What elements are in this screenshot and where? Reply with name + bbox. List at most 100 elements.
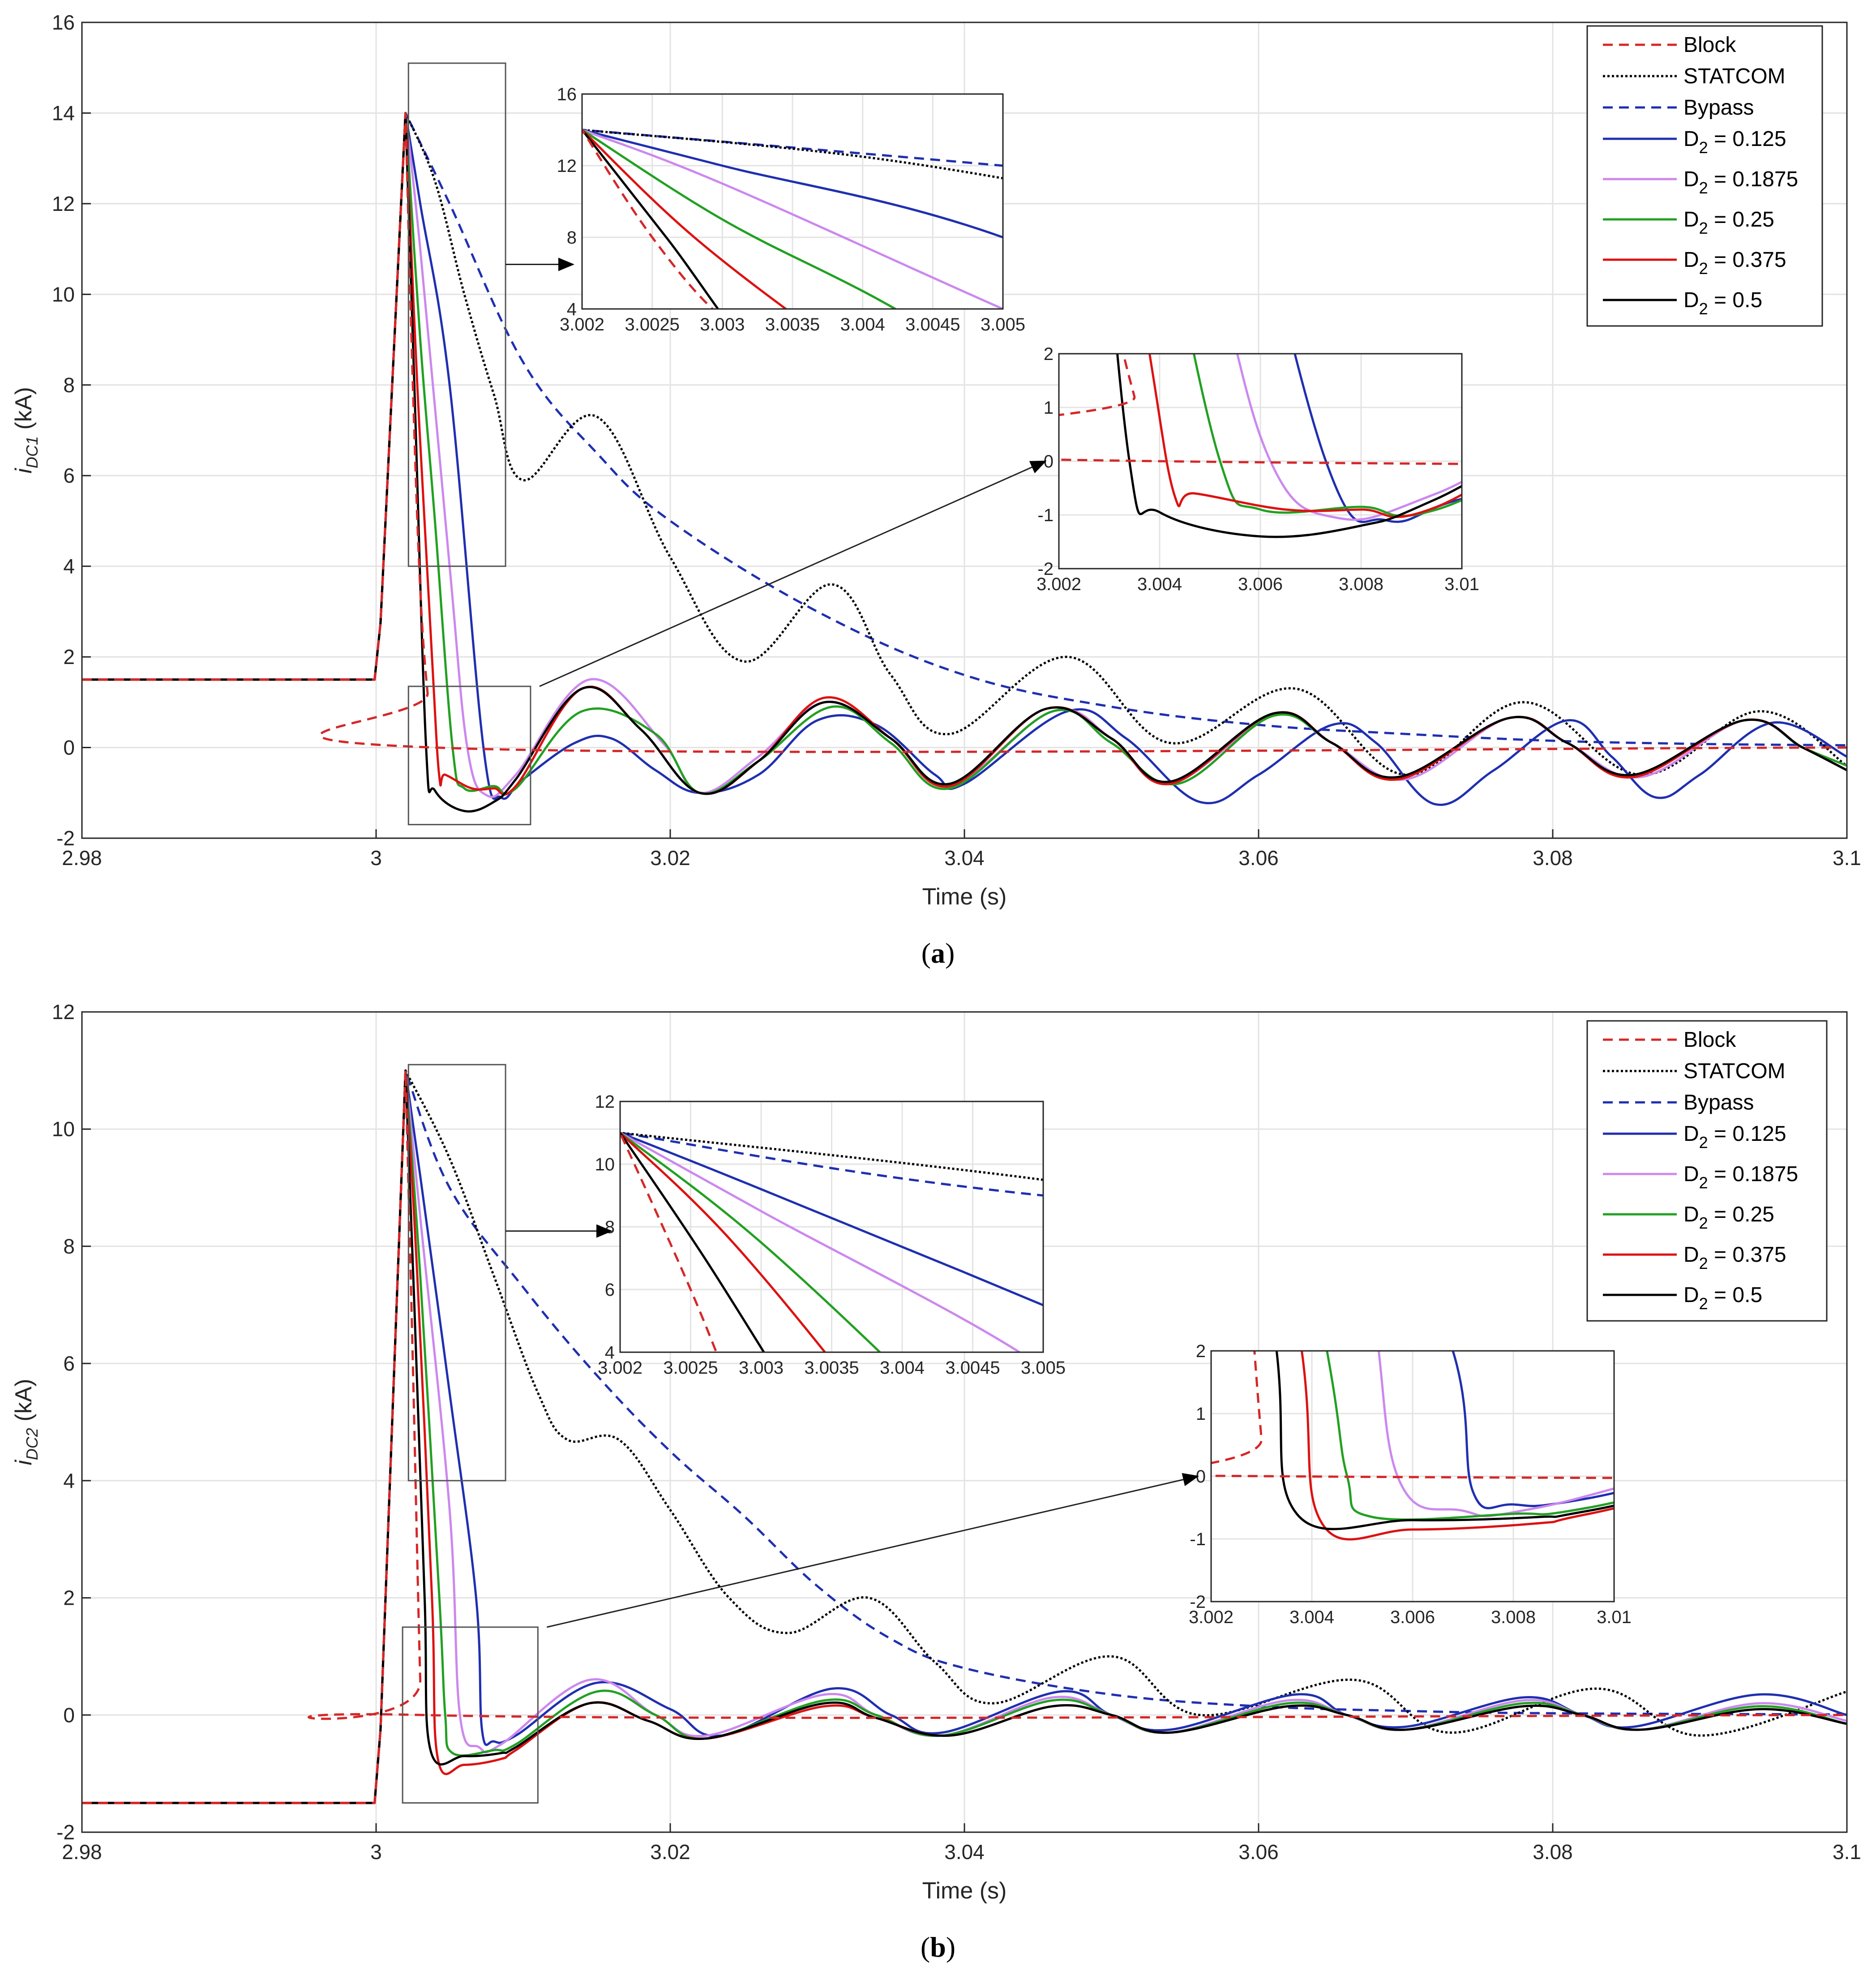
inset-axes-box <box>619 1101 1044 1353</box>
legend-entry-bypass: Bypass <box>1683 1091 1754 1114</box>
zoom-arrow-2 <box>539 460 1047 687</box>
y-tick-label: 0 <box>63 1703 75 1727</box>
x-tick-label: 3.08 <box>1533 1840 1573 1864</box>
inset-series-group <box>620 1131 1043 1352</box>
inset-y-tick-label: 8 <box>605 1217 615 1237</box>
legend-entry-d375: D2 = 0.375 <box>1683 248 1786 278</box>
x-axis-label: Time (s) <box>922 884 1007 910</box>
chart-panel-b: 2.98 3 3.02 3.04 3.06 3.08 3.1-2024681012Time … <box>11 1000 1861 1963</box>
inset-x-tick-label: 3.002 <box>560 315 604 334</box>
y-label-main: i <box>11 468 37 474</box>
y-tick-label: 16 <box>52 11 75 34</box>
y-tick-label: 2 <box>63 645 75 668</box>
zoom-box-1 <box>407 1064 506 1482</box>
caption-letter: b <box>930 1931 946 1963</box>
inset-x-tick-label: 3.005 <box>981 315 1025 334</box>
y-label-unit: (kA) <box>11 387 37 436</box>
inset-x-tick-label: 3.006 <box>1390 1607 1435 1627</box>
inset-series-group <box>582 129 1003 309</box>
x-tick-label: 3.1 <box>1833 1840 1861 1864</box>
y-tick-label: 4 <box>63 555 75 578</box>
x-tick-label: 3 <box>370 846 382 870</box>
caption-letter: a <box>931 937 945 969</box>
x-tick-label: 3.06 <box>1238 846 1279 870</box>
inset-x-tick-label: 3.002 <box>1189 1607 1234 1627</box>
inset-series-line-d25 <box>620 1131 882 1352</box>
inset-y-tick-label: 16 <box>557 85 577 104</box>
y-tick-label: 6 <box>63 464 75 487</box>
inset-series-line-d1875 <box>582 129 1003 309</box>
y-label-sub: DC1 <box>23 436 41 468</box>
inset-series-group <box>1059 354 1462 538</box>
y-tick-label: 10 <box>52 1118 75 1141</box>
legend-entry-d125: D2 = 0.125 <box>1683 127 1786 157</box>
legend-entry-statcom: STATCOM <box>1683 64 1786 88</box>
y-tick-label: 8 <box>63 373 75 397</box>
inset-x-tick-label: 3.01 <box>1597 1607 1632 1627</box>
y-tick-label: 10 <box>52 283 75 306</box>
inset-x-tick-label: 3.002 <box>598 1358 642 1378</box>
inset-x-tick-label: 3.004 <box>840 315 885 334</box>
inset-axes-box <box>581 93 1004 310</box>
inset-x-tick-label: 3.005 <box>1021 1358 1066 1378</box>
series-line-bypass <box>82 111 1847 746</box>
y-axis-label: iDC2 (kA) <box>11 1379 41 1465</box>
inset-series-line-d1875 <box>620 1131 1022 1352</box>
x-tick-label: 2.98 <box>62 846 102 870</box>
legend-entry-d25: D2 = 0.25 <box>1683 1203 1774 1232</box>
x-tick-label: 3.04 <box>944 846 985 870</box>
inset-x-tick-label: 3.0025 <box>663 1358 718 1378</box>
y-tick-label: -2 <box>56 1821 75 1844</box>
inset-x-tick-label: 3.002 <box>1037 574 1081 594</box>
legend-entry-d25: D2 = 0.25 <box>1683 208 1774 237</box>
inset-x-tick-label: 3.008 <box>1339 574 1383 594</box>
y-label-unit: (kA) <box>11 1379 37 1428</box>
legend-entry-block: Block <box>1683 33 1736 57</box>
inset-1: 3.002 3.0025 3.003 3.0035 3.004 3.0045 3.005 4 6… <box>595 1092 1066 1378</box>
inset-axes-box <box>1210 1350 1615 1603</box>
inset-y-tick-label: -2 <box>1190 1592 1206 1612</box>
inset-1: 3.002 3.0025 3.003 3.0035 3.004 3.0045 3.005 4 8… <box>557 85 1026 334</box>
inset-y-tick-label: -1 <box>1190 1530 1206 1549</box>
inset-x-tick-label: 3.004 <box>1289 1607 1334 1627</box>
legend-entry-d125: D2 = 0.125 <box>1683 1122 1786 1152</box>
inset-y-tick-label: 4 <box>567 300 577 319</box>
chart-panel-a: 2.98 3 3.02 3.04 3.06 3.08 3.1-20246810121416T… <box>11 11 1861 969</box>
inset-x-tick-label: 3.0035 <box>765 315 820 334</box>
zoom-box-2 <box>402 1626 539 1804</box>
y-tick-label: 8 <box>63 1234 75 1258</box>
inset-x-tick-label: 3.004 <box>1137 574 1182 594</box>
y-tick-label: 2 <box>63 1586 75 1610</box>
inset-y-tick-label: 2 <box>1044 344 1054 364</box>
inset-x-tick-label: 3.0045 <box>905 315 960 334</box>
inset-y-tick-label: 1 <box>1196 1404 1206 1424</box>
inset-x-tick-label: 3.01 <box>1444 574 1479 594</box>
inset-y-tick-label: 2 <box>1196 1341 1206 1361</box>
inset-y-tick-label: -2 <box>1037 559 1054 579</box>
y-tick-label: 12 <box>52 192 75 215</box>
y-label-sub: DC2 <box>23 1428 41 1460</box>
legend-entry-d1875: D2 = 0.1875 <box>1683 167 1798 197</box>
inset-y-tick-label: 1 <box>1044 398 1054 418</box>
series-group <box>82 1069 1847 1804</box>
legend-entry-bypass: Bypass <box>1683 96 1754 120</box>
inset-y-tick-label: -1 <box>1037 506 1054 525</box>
legend-entry-d375: D2 = 0.375 <box>1683 1243 1786 1273</box>
inset-x-tick-label: 3.008 <box>1491 1607 1536 1627</box>
legend-entry-d5: D2 = 0.5 <box>1683 288 1762 318</box>
inset-x-tick-label: 3.003 <box>739 1358 784 1378</box>
zoom-box-2 <box>407 686 531 826</box>
y-axis-label: iDC1 (kA) <box>11 387 41 473</box>
x-tick-label: 3 <box>370 1840 382 1864</box>
inset-x-tick-label: 3.0045 <box>945 1358 1000 1378</box>
y-tick-label: 0 <box>63 736 75 759</box>
y-tick-label: 14 <box>52 101 75 124</box>
inset-x-tick-label: 3.0035 <box>804 1358 859 1378</box>
x-axis-label: Time (s) <box>922 1878 1007 1904</box>
legend: Block STATCOM Bypass D2 = 0.125 D2 = 0.1875 D… <box>1586 25 1823 327</box>
panel-caption: (a) <box>921 937 955 969</box>
series-line-block <box>82 1069 1847 1804</box>
x-tick-label: 3.1 <box>1833 846 1861 870</box>
